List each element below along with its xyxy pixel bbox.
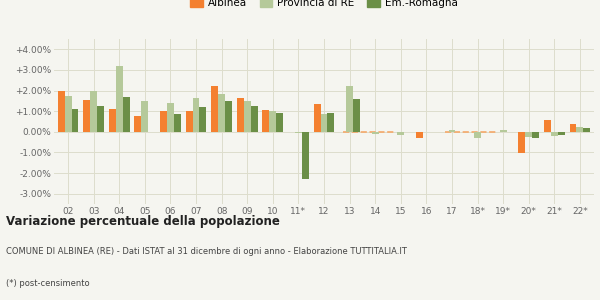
Bar: [302, 132, 309, 179]
Text: Variazione percentuale della popolazione: Variazione percentuale della popolazione: [6, 214, 280, 227]
Bar: [199, 107, 206, 132]
Bar: [225, 101, 232, 132]
Bar: [346, 86, 353, 132]
Bar: [167, 103, 174, 132]
Bar: [193, 98, 199, 132]
Bar: [583, 128, 590, 132]
Bar: [116, 66, 123, 132]
Bar: [218, 94, 225, 132]
Bar: [244, 101, 251, 132]
Legend: Albinea, Provincia di RE, Em.-Romagna: Albinea, Provincia di RE, Em.-Romagna: [190, 0, 458, 8]
Bar: [500, 130, 506, 132]
Bar: [211, 86, 218, 132]
Bar: [397, 132, 404, 135]
Bar: [449, 130, 455, 132]
Bar: [185, 111, 193, 132]
Bar: [97, 106, 104, 132]
Bar: [558, 132, 565, 135]
Bar: [134, 116, 142, 132]
Bar: [518, 132, 525, 154]
Bar: [532, 132, 539, 138]
Text: (*) post-censimento: (*) post-censimento: [6, 279, 89, 288]
Bar: [569, 124, 577, 132]
Bar: [551, 132, 558, 136]
Bar: [372, 132, 379, 134]
Bar: [71, 109, 79, 132]
Bar: [353, 99, 360, 132]
Bar: [123, 97, 130, 132]
Bar: [65, 96, 71, 132]
Bar: [416, 132, 423, 138]
Bar: [525, 132, 532, 137]
Bar: [174, 114, 181, 132]
Bar: [262, 110, 269, 132]
Bar: [90, 91, 97, 132]
Bar: [269, 111, 276, 132]
Bar: [544, 121, 551, 132]
Bar: [276, 113, 283, 132]
Bar: [577, 127, 583, 132]
Bar: [83, 100, 90, 132]
Bar: [320, 114, 328, 132]
Bar: [58, 91, 65, 132]
Bar: [109, 109, 116, 132]
Bar: [295, 132, 302, 133]
Text: COMUNE DI ALBINEA (RE) - Dati ISTAT al 31 dicembre di ogni anno - Elaborazione T: COMUNE DI ALBINEA (RE) - Dati ISTAT al 3…: [6, 248, 407, 256]
Bar: [328, 113, 334, 132]
Bar: [251, 106, 257, 132]
Bar: [474, 132, 481, 138]
Bar: [160, 111, 167, 132]
Bar: [237, 98, 244, 132]
Bar: [314, 104, 320, 132]
Bar: [142, 101, 148, 132]
